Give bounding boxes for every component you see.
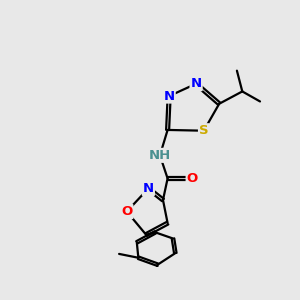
Text: NH: NH bbox=[149, 149, 171, 162]
Text: O: O bbox=[121, 205, 132, 218]
Text: S: S bbox=[199, 124, 208, 137]
Text: O: O bbox=[187, 172, 198, 185]
Text: N: N bbox=[143, 182, 154, 195]
Text: N: N bbox=[190, 77, 202, 90]
Text: N: N bbox=[164, 90, 175, 103]
